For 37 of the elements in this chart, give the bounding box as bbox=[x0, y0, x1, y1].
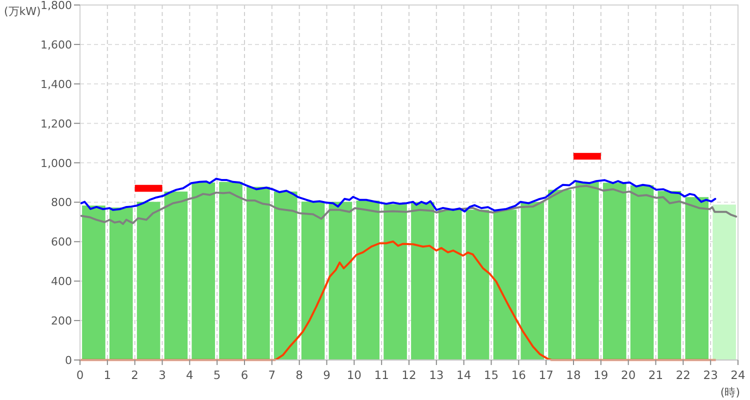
y-tick-label: 1,600 bbox=[40, 38, 72, 52]
x-tick-label: 15 bbox=[484, 368, 499, 382]
x-tick-label: 2 bbox=[131, 368, 138, 382]
x-tick-label: 19 bbox=[594, 368, 608, 382]
y-tick-label: 1,200 bbox=[40, 117, 72, 130]
x-tick-label: 10 bbox=[346, 368, 362, 382]
x-tick-label: 14 bbox=[456, 368, 472, 382]
x-tick-label: 20 bbox=[621, 368, 636, 382]
y-tick-label: 400 bbox=[51, 275, 72, 288]
x-tick-label: 5 bbox=[213, 368, 221, 382]
x-tick-label: 4 bbox=[186, 368, 194, 382]
y-tick-label: 1,400 bbox=[40, 78, 72, 91]
x-axis-title: (時) bbox=[720, 386, 740, 399]
x-tick-label: 16 bbox=[511, 368, 526, 382]
x-tick-label: 22 bbox=[676, 368, 690, 382]
x-tick-label: 23 bbox=[703, 368, 718, 382]
x-tick-label: 1 bbox=[104, 368, 112, 382]
y-tick-label: 800 bbox=[51, 196, 72, 210]
x-tick-label: 6 bbox=[240, 368, 248, 382]
x-tick-label: 11 bbox=[374, 368, 389, 382]
x-tick-label: 8 bbox=[296, 368, 303, 382]
x-tick-label: 21 bbox=[648, 368, 664, 382]
x-tick-label: 17 bbox=[538, 368, 554, 382]
y-tick-label: 600 bbox=[51, 236, 72, 249]
y-tick-label: 1,000 bbox=[40, 156, 72, 170]
y-tick-label: 0 bbox=[65, 354, 72, 367]
y-axis-title: (万kW) bbox=[4, 5, 41, 18]
y-tick-label: 1,800 bbox=[40, 0, 72, 12]
x-tick-label: 18 bbox=[566, 368, 581, 382]
x-tick-label: 12 bbox=[402, 368, 416, 382]
x-tick-label: 3 bbox=[158, 368, 166, 382]
y-tick-label: 200 bbox=[51, 314, 72, 328]
x-tick-label: 9 bbox=[323, 368, 330, 382]
x-tick-label: 0 bbox=[76, 368, 84, 382]
x-tick-label: 24 bbox=[730, 368, 746, 382]
x-tick-label: 13 bbox=[429, 368, 444, 382]
x-tick-label: 7 bbox=[268, 368, 276, 382]
